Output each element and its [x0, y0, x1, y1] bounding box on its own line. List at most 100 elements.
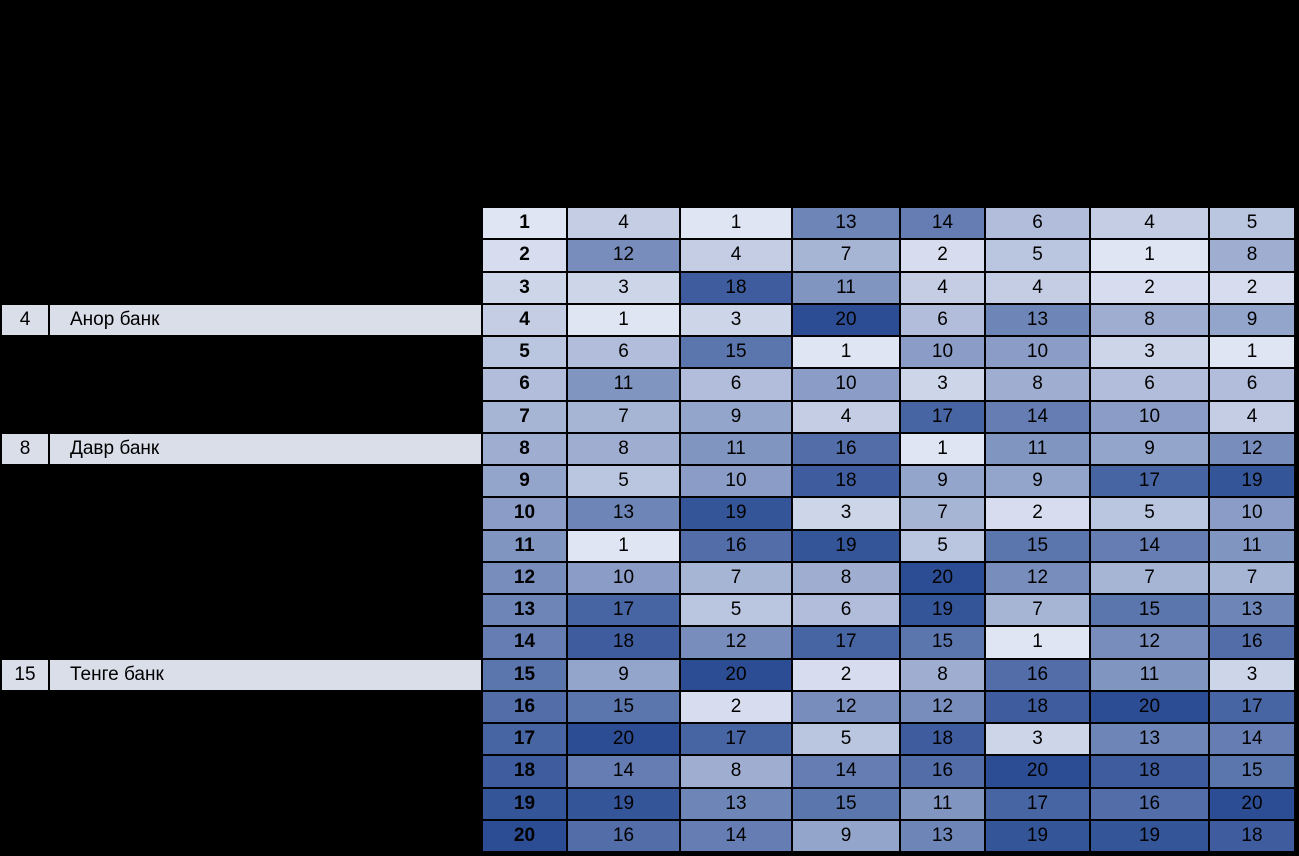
- value-cell: 16: [793, 433, 899, 464]
- value-cell: 4: [1210, 401, 1294, 432]
- value-cell: 19: [986, 820, 1089, 851]
- value-cell: 17: [1210, 691, 1294, 722]
- value-cell: 9: [793, 820, 899, 851]
- value-cell: 1: [793, 337, 899, 368]
- value-cell: 8: [901, 659, 984, 690]
- value-cell: 19: [793, 530, 899, 561]
- value-cell: 7: [901, 498, 984, 529]
- value-cell: 5: [793, 724, 899, 755]
- value-cell: 11: [1210, 530, 1294, 561]
- value-cell: 7: [568, 401, 679, 432]
- value-cell: 10: [986, 337, 1089, 368]
- value-cell: 13: [1210, 595, 1294, 626]
- highlight-number: 4: [2, 304, 48, 335]
- value-cell: 20: [901, 562, 984, 593]
- value-cell: 13: [901, 820, 984, 851]
- value-cell: 17: [986, 788, 1089, 819]
- value-cell: 11: [901, 788, 984, 819]
- value-cell: 1: [986, 627, 1089, 658]
- value-cell: 11: [986, 433, 1089, 464]
- value-cell: 1: [901, 433, 984, 464]
- value-cell: 14: [681, 820, 791, 851]
- value-cell: 5: [986, 240, 1089, 271]
- value-cell: 18: [1091, 756, 1208, 787]
- highlight-number: 15: [2, 659, 48, 690]
- value-cell: 18: [793, 466, 899, 497]
- value-cell: 11: [568, 369, 679, 400]
- value-cell: 19: [901, 595, 984, 626]
- rank-cell: 9: [483, 466, 566, 497]
- value-cell: 14: [901, 208, 984, 239]
- value-cell: 12: [1210, 433, 1294, 464]
- value-cell: 15: [986, 530, 1089, 561]
- value-cell: 9: [1091, 433, 1208, 464]
- value-cell: 5: [681, 595, 791, 626]
- value-cell: 10: [1210, 498, 1294, 529]
- highlight-name: Тенге банк: [50, 659, 481, 690]
- value-cell: 10: [568, 562, 679, 593]
- rank-cell: 18: [483, 756, 566, 787]
- value-cell: 4: [901, 272, 984, 303]
- value-cell: 3: [681, 304, 791, 335]
- value-cell: 14: [986, 401, 1089, 432]
- value-cell: 19: [1091, 820, 1208, 851]
- value-cell: 15: [1091, 595, 1208, 626]
- rank-cell: 4: [483, 304, 566, 335]
- value-cell: 17: [793, 627, 899, 658]
- value-cell: 14: [793, 756, 899, 787]
- value-cell: 7: [1091, 562, 1208, 593]
- value-cell: 12: [681, 627, 791, 658]
- rank-cell: 3: [483, 272, 566, 303]
- value-cell: 4: [793, 401, 899, 432]
- value-cell: 4: [681, 240, 791, 271]
- value-cell: 9: [568, 659, 679, 690]
- value-cell: 13: [793, 208, 899, 239]
- value-cell: 2: [1210, 272, 1294, 303]
- value-cell: 19: [1210, 466, 1294, 497]
- value-cell: 2: [1091, 272, 1208, 303]
- rank-cell: 13: [483, 595, 566, 626]
- value-cell: 17: [901, 401, 984, 432]
- value-cell: 17: [1091, 466, 1208, 497]
- highlight-name: Анор банк: [50, 304, 481, 335]
- value-cell: 1: [568, 530, 679, 561]
- value-cell: 16: [681, 530, 791, 561]
- value-cell: 8: [1210, 240, 1294, 271]
- value-cell: 4: [568, 208, 679, 239]
- value-cell: 16: [1091, 788, 1208, 819]
- highlight-number: 8: [2, 433, 48, 464]
- value-cell: 8: [568, 433, 679, 464]
- value-cell: 9: [986, 466, 1089, 497]
- value-cell: 3: [793, 498, 899, 529]
- value-cell: 12: [568, 240, 679, 271]
- value-cell: 6: [1091, 369, 1208, 400]
- value-cell: 1: [1091, 240, 1208, 271]
- rank-cell: 2: [483, 240, 566, 271]
- value-cell: 1: [1210, 337, 1294, 368]
- value-cell: 13: [1091, 724, 1208, 755]
- rank-cell: 10: [483, 498, 566, 529]
- rank-cell: 1: [483, 208, 566, 239]
- value-cell: 6: [901, 304, 984, 335]
- value-cell: 10: [1091, 401, 1208, 432]
- value-cell: 4: [986, 272, 1089, 303]
- highlight-name: Давр банк: [50, 433, 481, 464]
- value-cell: 6: [793, 595, 899, 626]
- value-cell: 5: [901, 530, 984, 561]
- value-cell: 14: [1210, 724, 1294, 755]
- value-cell: 8: [681, 756, 791, 787]
- value-cell: 15: [568, 691, 679, 722]
- value-cell: 13: [986, 304, 1089, 335]
- value-cell: 3: [1091, 337, 1208, 368]
- value-cell: 2: [681, 691, 791, 722]
- value-cell: 15: [1210, 756, 1294, 787]
- value-cell: 10: [681, 466, 791, 497]
- value-cell: 20: [986, 756, 1089, 787]
- value-cell: 16: [986, 659, 1089, 690]
- value-cell: 20: [1091, 691, 1208, 722]
- value-cell: 6: [681, 369, 791, 400]
- value-cell: 15: [901, 627, 984, 658]
- value-cell: 18: [1210, 820, 1294, 851]
- rank-cell: 11: [483, 530, 566, 561]
- value-cell: 5: [1210, 208, 1294, 239]
